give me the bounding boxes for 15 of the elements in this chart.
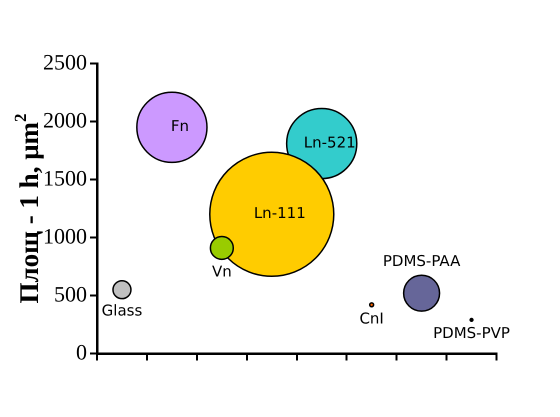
- series-label: Ln-111: [254, 204, 306, 222]
- y-tick-label: 0: [76, 339, 87, 364]
- text: PDMS-PVP: [433, 324, 510, 342]
- series-label: CnI: [359, 310, 384, 328]
- y-tick-label: 2500: [43, 49, 87, 74]
- series-label: Glass: [102, 302, 142, 320]
- series-label: Fn: [170, 117, 189, 136]
- y-tick-label: 1500: [43, 165, 87, 190]
- y-tick-label: 2000: [43, 107, 87, 132]
- series-label: Vn: [212, 262, 232, 280]
- y-tick-label: 1000: [43, 223, 87, 248]
- series-label: Ln-521: [304, 133, 356, 152]
- series-label: PDMS-PAA: [382, 252, 462, 270]
- y-axis-title: Площ - 1 h, μm2: [11, 114, 44, 304]
- y-tick-label: 500: [54, 281, 87, 306]
